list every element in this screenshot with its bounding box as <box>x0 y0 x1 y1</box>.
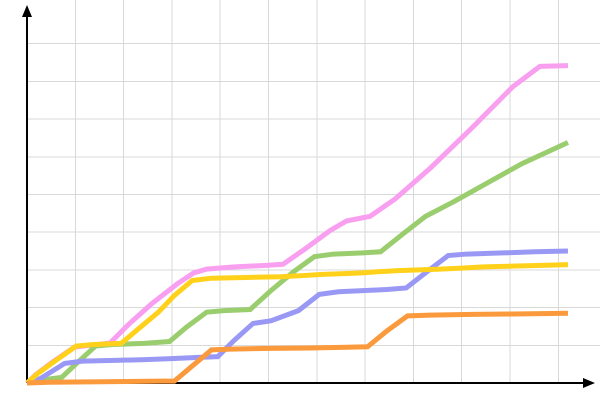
x-axis-arrow-icon <box>583 378 595 388</box>
y-axis-arrow-icon <box>22 5 32 17</box>
series-purple <box>26 248 569 386</box>
series-green <box>26 140 570 386</box>
data-series-group <box>25 63 570 386</box>
series-orange <box>26 310 568 386</box>
vertical-gridlines <box>74 0 559 383</box>
series-pink <box>25 63 569 385</box>
series-yellow <box>25 262 569 385</box>
chart-axes <box>22 5 595 388</box>
